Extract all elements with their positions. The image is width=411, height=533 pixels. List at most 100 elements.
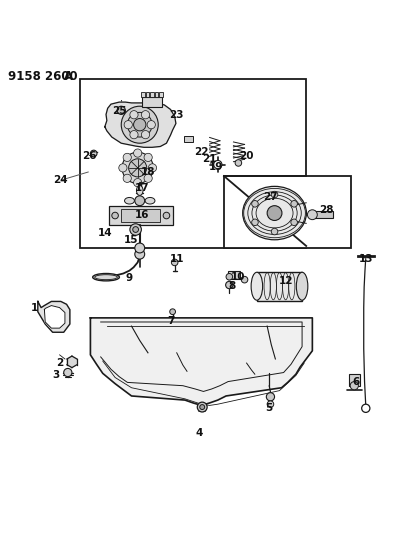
Bar bbox=[142, 97, 162, 107]
Text: 15: 15 bbox=[124, 235, 139, 245]
Text: 6: 6 bbox=[352, 377, 359, 387]
Bar bbox=[257, 272, 302, 301]
Circle shape bbox=[123, 154, 132, 161]
Bar bbox=[121, 209, 160, 222]
Polygon shape bbox=[105, 102, 176, 147]
Text: 21: 21 bbox=[202, 154, 217, 164]
Circle shape bbox=[135, 196, 145, 206]
Bar bbox=[312, 211, 333, 219]
Polygon shape bbox=[67, 356, 77, 368]
Text: 23: 23 bbox=[169, 110, 184, 120]
Ellipse shape bbox=[136, 206, 143, 216]
Circle shape bbox=[133, 227, 139, 232]
Circle shape bbox=[134, 149, 142, 157]
Bar bbox=[228, 271, 240, 279]
Circle shape bbox=[170, 309, 175, 314]
Circle shape bbox=[141, 111, 150, 119]
Circle shape bbox=[144, 174, 152, 182]
Text: 22: 22 bbox=[194, 147, 209, 157]
Circle shape bbox=[119, 164, 127, 172]
Ellipse shape bbox=[145, 197, 155, 204]
Circle shape bbox=[135, 243, 145, 253]
Circle shape bbox=[148, 164, 157, 172]
Circle shape bbox=[307, 210, 317, 220]
Text: 10: 10 bbox=[231, 272, 246, 282]
Circle shape bbox=[90, 150, 97, 157]
Text: 19: 19 bbox=[209, 162, 223, 172]
Bar bbox=[349, 374, 360, 386]
Text: 26: 26 bbox=[82, 150, 97, 160]
Text: 5: 5 bbox=[266, 403, 273, 413]
Circle shape bbox=[127, 112, 152, 137]
Circle shape bbox=[200, 405, 205, 409]
Text: 4: 4 bbox=[196, 428, 203, 438]
Circle shape bbox=[130, 224, 141, 235]
Text: 17: 17 bbox=[134, 183, 149, 193]
Circle shape bbox=[130, 111, 138, 119]
Ellipse shape bbox=[125, 197, 134, 204]
Circle shape bbox=[350, 382, 358, 390]
Text: 11: 11 bbox=[169, 254, 184, 264]
Circle shape bbox=[241, 277, 248, 283]
Circle shape bbox=[226, 281, 233, 289]
Circle shape bbox=[252, 219, 258, 225]
Ellipse shape bbox=[242, 187, 307, 240]
Text: 28: 28 bbox=[319, 205, 334, 215]
Circle shape bbox=[267, 206, 282, 221]
Bar bbox=[150, 92, 154, 97]
Circle shape bbox=[214, 160, 222, 168]
Circle shape bbox=[362, 404, 370, 413]
Text: 1: 1 bbox=[31, 303, 39, 313]
Text: 9158 2600: 9158 2600 bbox=[8, 70, 78, 83]
Circle shape bbox=[271, 191, 278, 198]
Text: 24: 24 bbox=[53, 175, 68, 185]
Circle shape bbox=[117, 106, 125, 115]
Bar bbox=[184, 136, 193, 142]
Circle shape bbox=[144, 154, 152, 161]
Polygon shape bbox=[44, 305, 65, 328]
Circle shape bbox=[147, 120, 155, 129]
Bar bbox=[141, 92, 145, 97]
Text: 20: 20 bbox=[239, 151, 254, 161]
Bar bbox=[155, 92, 158, 97]
Circle shape bbox=[124, 120, 132, 129]
Bar bbox=[80, 79, 306, 248]
Circle shape bbox=[267, 401, 274, 407]
Circle shape bbox=[291, 200, 298, 207]
Polygon shape bbox=[90, 318, 312, 406]
Text: 27: 27 bbox=[263, 192, 278, 203]
Text: 12: 12 bbox=[278, 276, 293, 286]
Circle shape bbox=[134, 118, 146, 131]
Circle shape bbox=[112, 212, 118, 219]
Circle shape bbox=[130, 131, 138, 139]
Circle shape bbox=[134, 179, 142, 187]
Text: 9: 9 bbox=[126, 272, 133, 282]
Text: 13: 13 bbox=[358, 254, 373, 264]
Bar bbox=[159, 92, 163, 97]
Polygon shape bbox=[38, 302, 70, 332]
Circle shape bbox=[266, 393, 275, 401]
Circle shape bbox=[135, 249, 145, 259]
Text: 16: 16 bbox=[134, 210, 149, 220]
Circle shape bbox=[252, 200, 258, 207]
Ellipse shape bbox=[296, 272, 308, 300]
Circle shape bbox=[291, 219, 298, 225]
Circle shape bbox=[64, 368, 72, 377]
Circle shape bbox=[163, 212, 170, 219]
Bar bbox=[109, 206, 173, 225]
Text: 14: 14 bbox=[97, 228, 112, 238]
Circle shape bbox=[171, 259, 178, 265]
Text: 18: 18 bbox=[141, 167, 155, 177]
Bar bbox=[224, 176, 351, 248]
Circle shape bbox=[271, 228, 278, 235]
Text: 8: 8 bbox=[229, 281, 236, 291]
Text: A: A bbox=[64, 70, 73, 83]
Ellipse shape bbox=[92, 273, 119, 281]
Bar bbox=[146, 92, 149, 97]
Circle shape bbox=[197, 402, 207, 412]
Circle shape bbox=[235, 160, 242, 166]
Circle shape bbox=[122, 152, 153, 183]
Circle shape bbox=[123, 174, 132, 182]
Ellipse shape bbox=[251, 272, 263, 300]
Ellipse shape bbox=[136, 185, 143, 196]
